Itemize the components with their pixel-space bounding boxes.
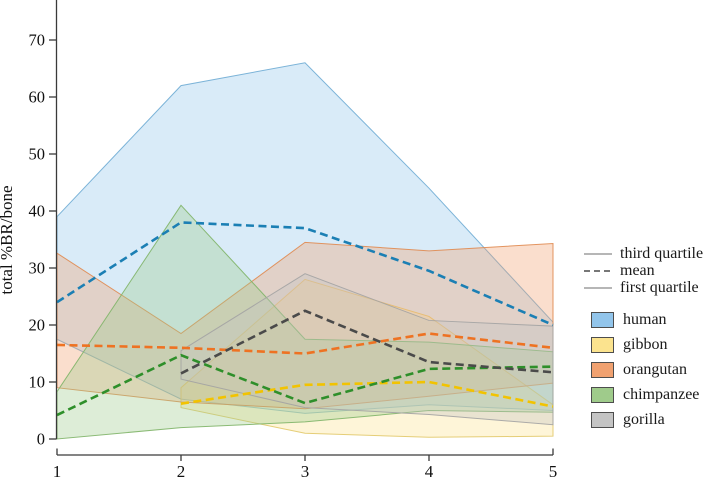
human-color-swatch [591,311,614,328]
x-tick-label: 2 [177,462,186,481]
y-tick-label: 70 [29,31,46,50]
mean-lines-layer [56,221,554,417]
legend-entry-first-quartile: first quartile [584,279,703,296]
gibbon-color-swatch [591,336,614,353]
legend-entry-human: human [584,307,703,332]
solid-line-icon [584,252,612,255]
y-tick-label: 0 [37,430,45,449]
y-tick-label: 40 [29,202,46,221]
legend-label-chimpanzee: chimpanzee [623,385,700,403]
mean-line-orangutan [56,332,554,355]
y-tick-label: 50 [29,145,46,164]
x-tick-label: 3 [301,462,310,481]
legend-entry-gibbon: gibbon [584,332,703,357]
quartile-band-gibbon [180,278,554,438]
legend-entry-mean: mean [584,262,703,279]
y-tick-label: 30 [29,259,46,278]
legend-label-human: human [623,310,667,328]
axes-layer: 0 10 20 30 40 50 60 70 1 2 3 4 5 [29,0,558,481]
mean-line-gorilla [180,309,554,375]
x-tick-label: 4 [425,462,434,481]
gorilla-color-swatch [591,411,614,428]
legend: third quartile mean first quartile human… [584,245,703,432]
legend-label-third-quartile: third quartile [620,244,704,262]
legend-entry-chimpanzee: chimpanzee [584,382,703,407]
legend-spacer [584,296,703,307]
orangutan-color-swatch [591,361,614,378]
legend-label-mean: mean [620,261,655,279]
legend-entry-gorilla: gorilla [584,407,703,432]
legend-label-first-quartile: first quartile [620,278,699,296]
x-tick-label: 1 [53,462,62,481]
dashed-line-icon [584,269,612,272]
mean-line-chimpanzee [56,353,554,417]
legend-label-gorilla: gorilla [623,410,665,428]
x-tick-label: 5 [549,462,558,481]
legend-label-gibbon: gibbon [623,335,668,353]
y-tick-label: 60 [29,88,46,107]
legend-entry-third-quartile: third quartile [584,245,703,262]
quartile-bands-layer [56,62,554,440]
chimpanzee-color-swatch [591,386,614,403]
legend-label-orangutan: orangutan [623,360,687,378]
legend-entry-orangutan: orangutan [584,357,703,382]
y-tick-label: 20 [29,316,46,335]
solid-line-icon [584,286,612,289]
y-axis-title: total %BR/bone [0,185,16,294]
y-tick-label: 10 [29,373,46,392]
mean-line-gibbon [180,380,554,408]
